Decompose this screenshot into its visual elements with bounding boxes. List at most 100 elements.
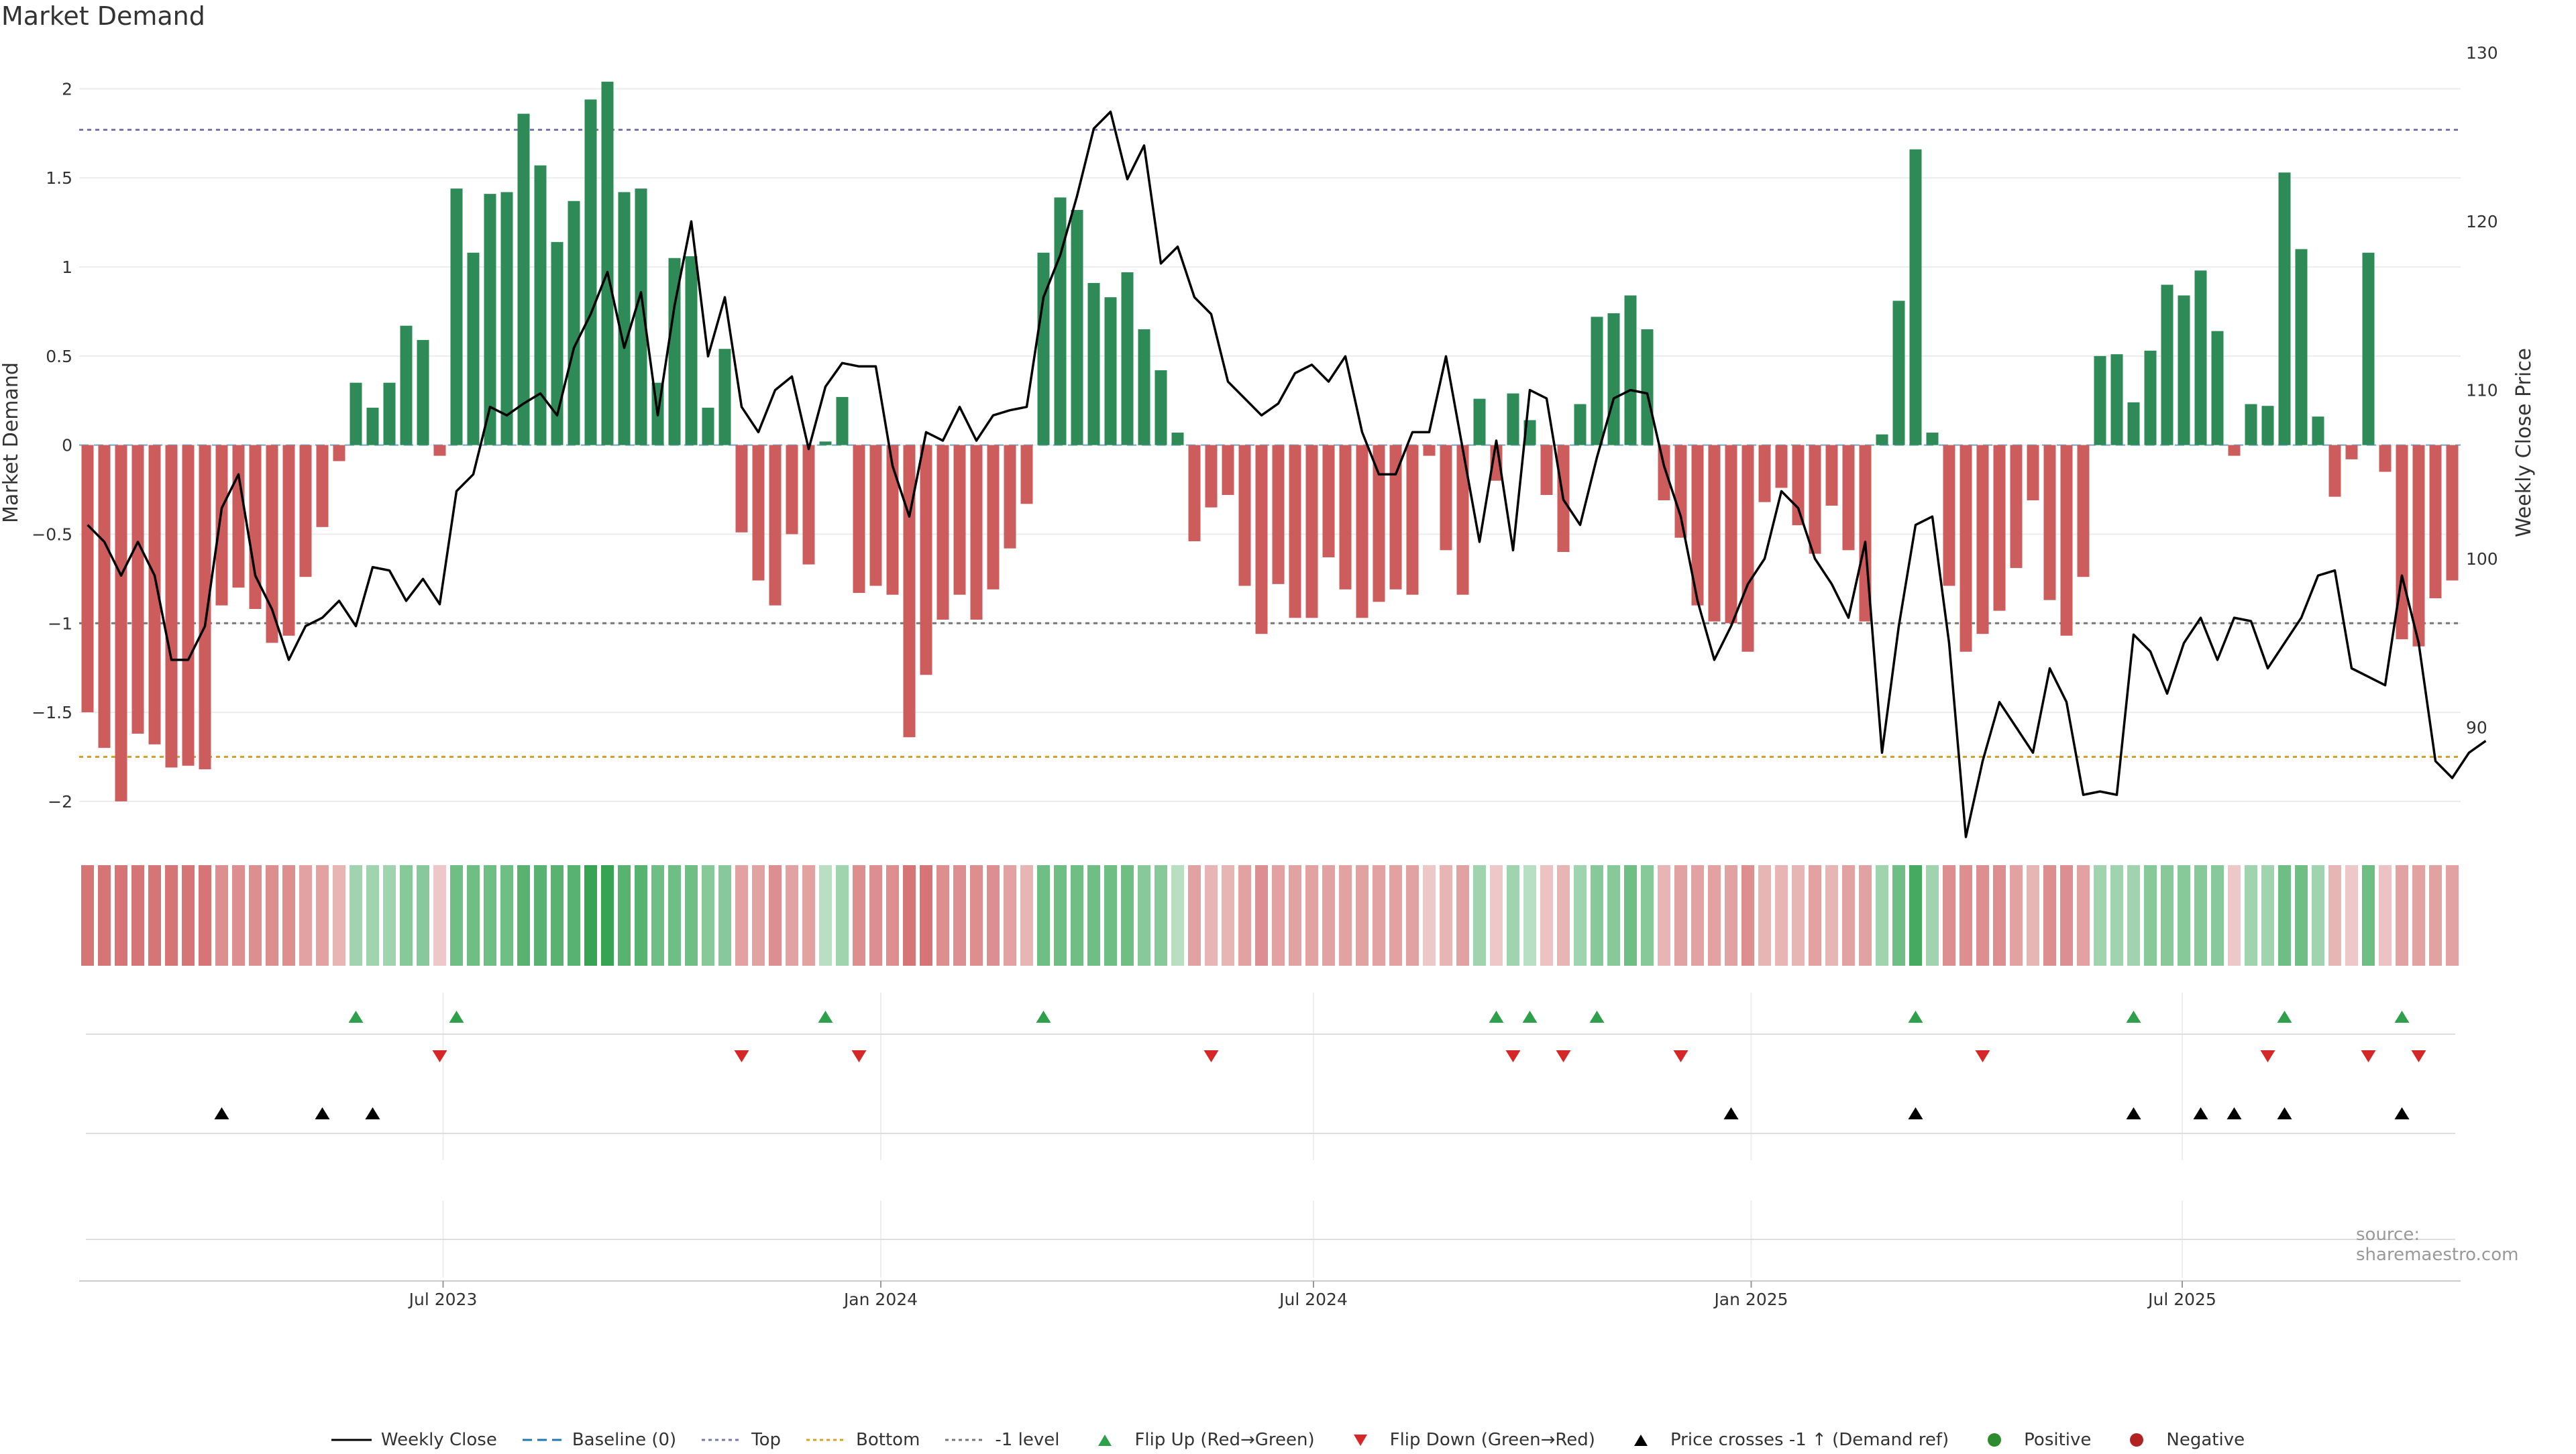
negative-demand-bar <box>2379 445 2392 472</box>
legend-symbol <box>702 1439 743 1441</box>
negative-demand-bar <box>2429 445 2442 599</box>
negative-demand-bar <box>199 445 211 770</box>
positive-demand-bar <box>1121 272 1134 445</box>
legend-item: Flip Up (Red→Green) <box>1085 1430 1315 1450</box>
flip-down-marker <box>734 1050 749 1062</box>
strip-cell-negative <box>1440 865 1452 966</box>
positive-demand-bar <box>1876 434 1888 445</box>
legend-symbol <box>331 1439 372 1441</box>
strip-cell-positive <box>601 865 614 966</box>
legend-item: -1 level <box>945 1430 1059 1450</box>
positive-demand-bar <box>601 81 614 445</box>
strip-cell-positive <box>2312 865 2324 966</box>
strip-cell-positive <box>635 865 647 966</box>
negative-demand-bar <box>1305 445 1318 618</box>
strip-cell-negative <box>433 865 446 966</box>
negative-demand-bar <box>970 445 983 620</box>
legend-item: Baseline (0) <box>522 1430 676 1450</box>
strip-cell-positive <box>1607 865 1620 966</box>
strip-cell-negative <box>936 865 949 966</box>
positive-demand-bar <box>1037 252 1050 445</box>
strip-cell-negative <box>920 865 932 966</box>
positive-demand-bar <box>400 325 413 445</box>
flip-up-marker <box>2126 1011 2141 1023</box>
strip-cell-positive <box>2245 865 2257 966</box>
price-cross-marker <box>2394 1107 2410 1119</box>
negative-demand-bar <box>249 445 262 610</box>
strip-cell-negative <box>2396 865 2408 966</box>
strip-cell-positive <box>1523 865 1536 966</box>
positive-demand-bar <box>350 382 362 445</box>
strip-cell-negative <box>1674 865 1687 966</box>
y-axis-title: Market Demand <box>0 362 23 523</box>
positive-demand-bar <box>702 407 714 445</box>
strip-cell-positive <box>534 865 547 966</box>
strip-cell-negative <box>2379 865 2392 966</box>
negative-demand-bar <box>1758 445 1771 502</box>
strip-cell-negative <box>1289 865 1301 966</box>
flip-down-marker <box>1673 1050 1688 1062</box>
strip-cell-negative <box>1406 865 1419 966</box>
legend-triangle-up-swatch <box>1633 1435 1648 1446</box>
y2-tick-label: 90 <box>2466 718 2487 738</box>
negative-demand-bar <box>282 445 295 636</box>
legend-triangle-up-swatch <box>1098 1435 1112 1446</box>
strip-cell-positive <box>2362 865 2375 966</box>
negative-demand-bar <box>1540 445 1553 496</box>
positive-demand-bar <box>1507 393 1519 445</box>
negative-demand-bar <box>2027 445 2039 500</box>
flip-up-marker <box>1522 1011 1538 1023</box>
strip-cell-positive <box>584 865 597 966</box>
strip-cell-negative <box>2077 865 2090 966</box>
negative-demand-bar <box>1272 445 1285 584</box>
legend-label: Weekly Close <box>380 1430 497 1450</box>
strip-cell-negative <box>1238 865 1251 966</box>
strip-cell-positive <box>1473 865 1486 966</box>
positive-demand-bar <box>568 201 580 445</box>
negative-demand-bar <box>115 445 127 801</box>
y2-axis-title: Weekly Close Price <box>2512 348 2536 537</box>
negative-demand-bar <box>266 445 278 643</box>
price-cross-marker <box>315 1107 330 1119</box>
legend-dot-swatch <box>1988 1433 2002 1447</box>
positive-demand-bar <box>1087 282 1100 445</box>
strip-cell-negative <box>1976 865 1989 966</box>
negative-demand-bar <box>2446 445 2459 581</box>
positive-demand-bar <box>1591 317 1603 445</box>
flip-up-marker <box>1489 1011 1504 1023</box>
strip-cell-negative <box>1339 865 1352 966</box>
legend-symbol <box>1353 1435 1367 1446</box>
strip-cell-negative <box>1960 865 1972 966</box>
strip-cell-negative <box>115 865 127 966</box>
strip-cell-negative <box>1255 865 1268 966</box>
demand-heat-strip <box>81 865 2459 966</box>
flip-up-marker <box>348 1011 364 1023</box>
negative-demand-bar <box>1188 445 1201 542</box>
positive-demand-bar <box>668 258 681 445</box>
flip-down-marker <box>1975 1050 1990 1062</box>
negative-demand-bar <box>1440 445 1452 551</box>
strip-cell-positive <box>484 865 496 966</box>
negative-demand-bar <box>802 445 815 565</box>
negative-demand-bar <box>1674 445 1687 538</box>
strip-cell-negative <box>182 865 195 966</box>
negative-demand-bar <box>2060 445 2073 636</box>
legend-item: Flip Down (Green→Red) <box>1340 1430 1595 1450</box>
positive-demand-bar <box>366 407 379 445</box>
legend-dot-swatch <box>2130 1433 2144 1447</box>
negative-demand-bar <box>769 445 782 606</box>
strip-cell-negative <box>2446 865 2459 966</box>
negative-demand-bar <box>1205 445 1218 508</box>
demand-bars <box>81 81 2459 801</box>
strip-cell-negative <box>1272 865 1285 966</box>
strip-cell-positive <box>383 865 396 966</box>
y2-tick-label: 130 <box>2466 44 2498 63</box>
negative-demand-bar <box>433 445 446 456</box>
strip-cell-negative <box>1741 865 1754 966</box>
legend-symbol <box>945 1439 986 1441</box>
flip-down-marker <box>2260 1050 2275 1062</box>
positive-demand-bar <box>685 256 698 445</box>
positive-demand-bar <box>2161 284 2174 445</box>
legend-label: Price crosses -1 ↑ (Demand ref) <box>1670 1430 1949 1450</box>
strip-cell-positive <box>685 865 698 966</box>
